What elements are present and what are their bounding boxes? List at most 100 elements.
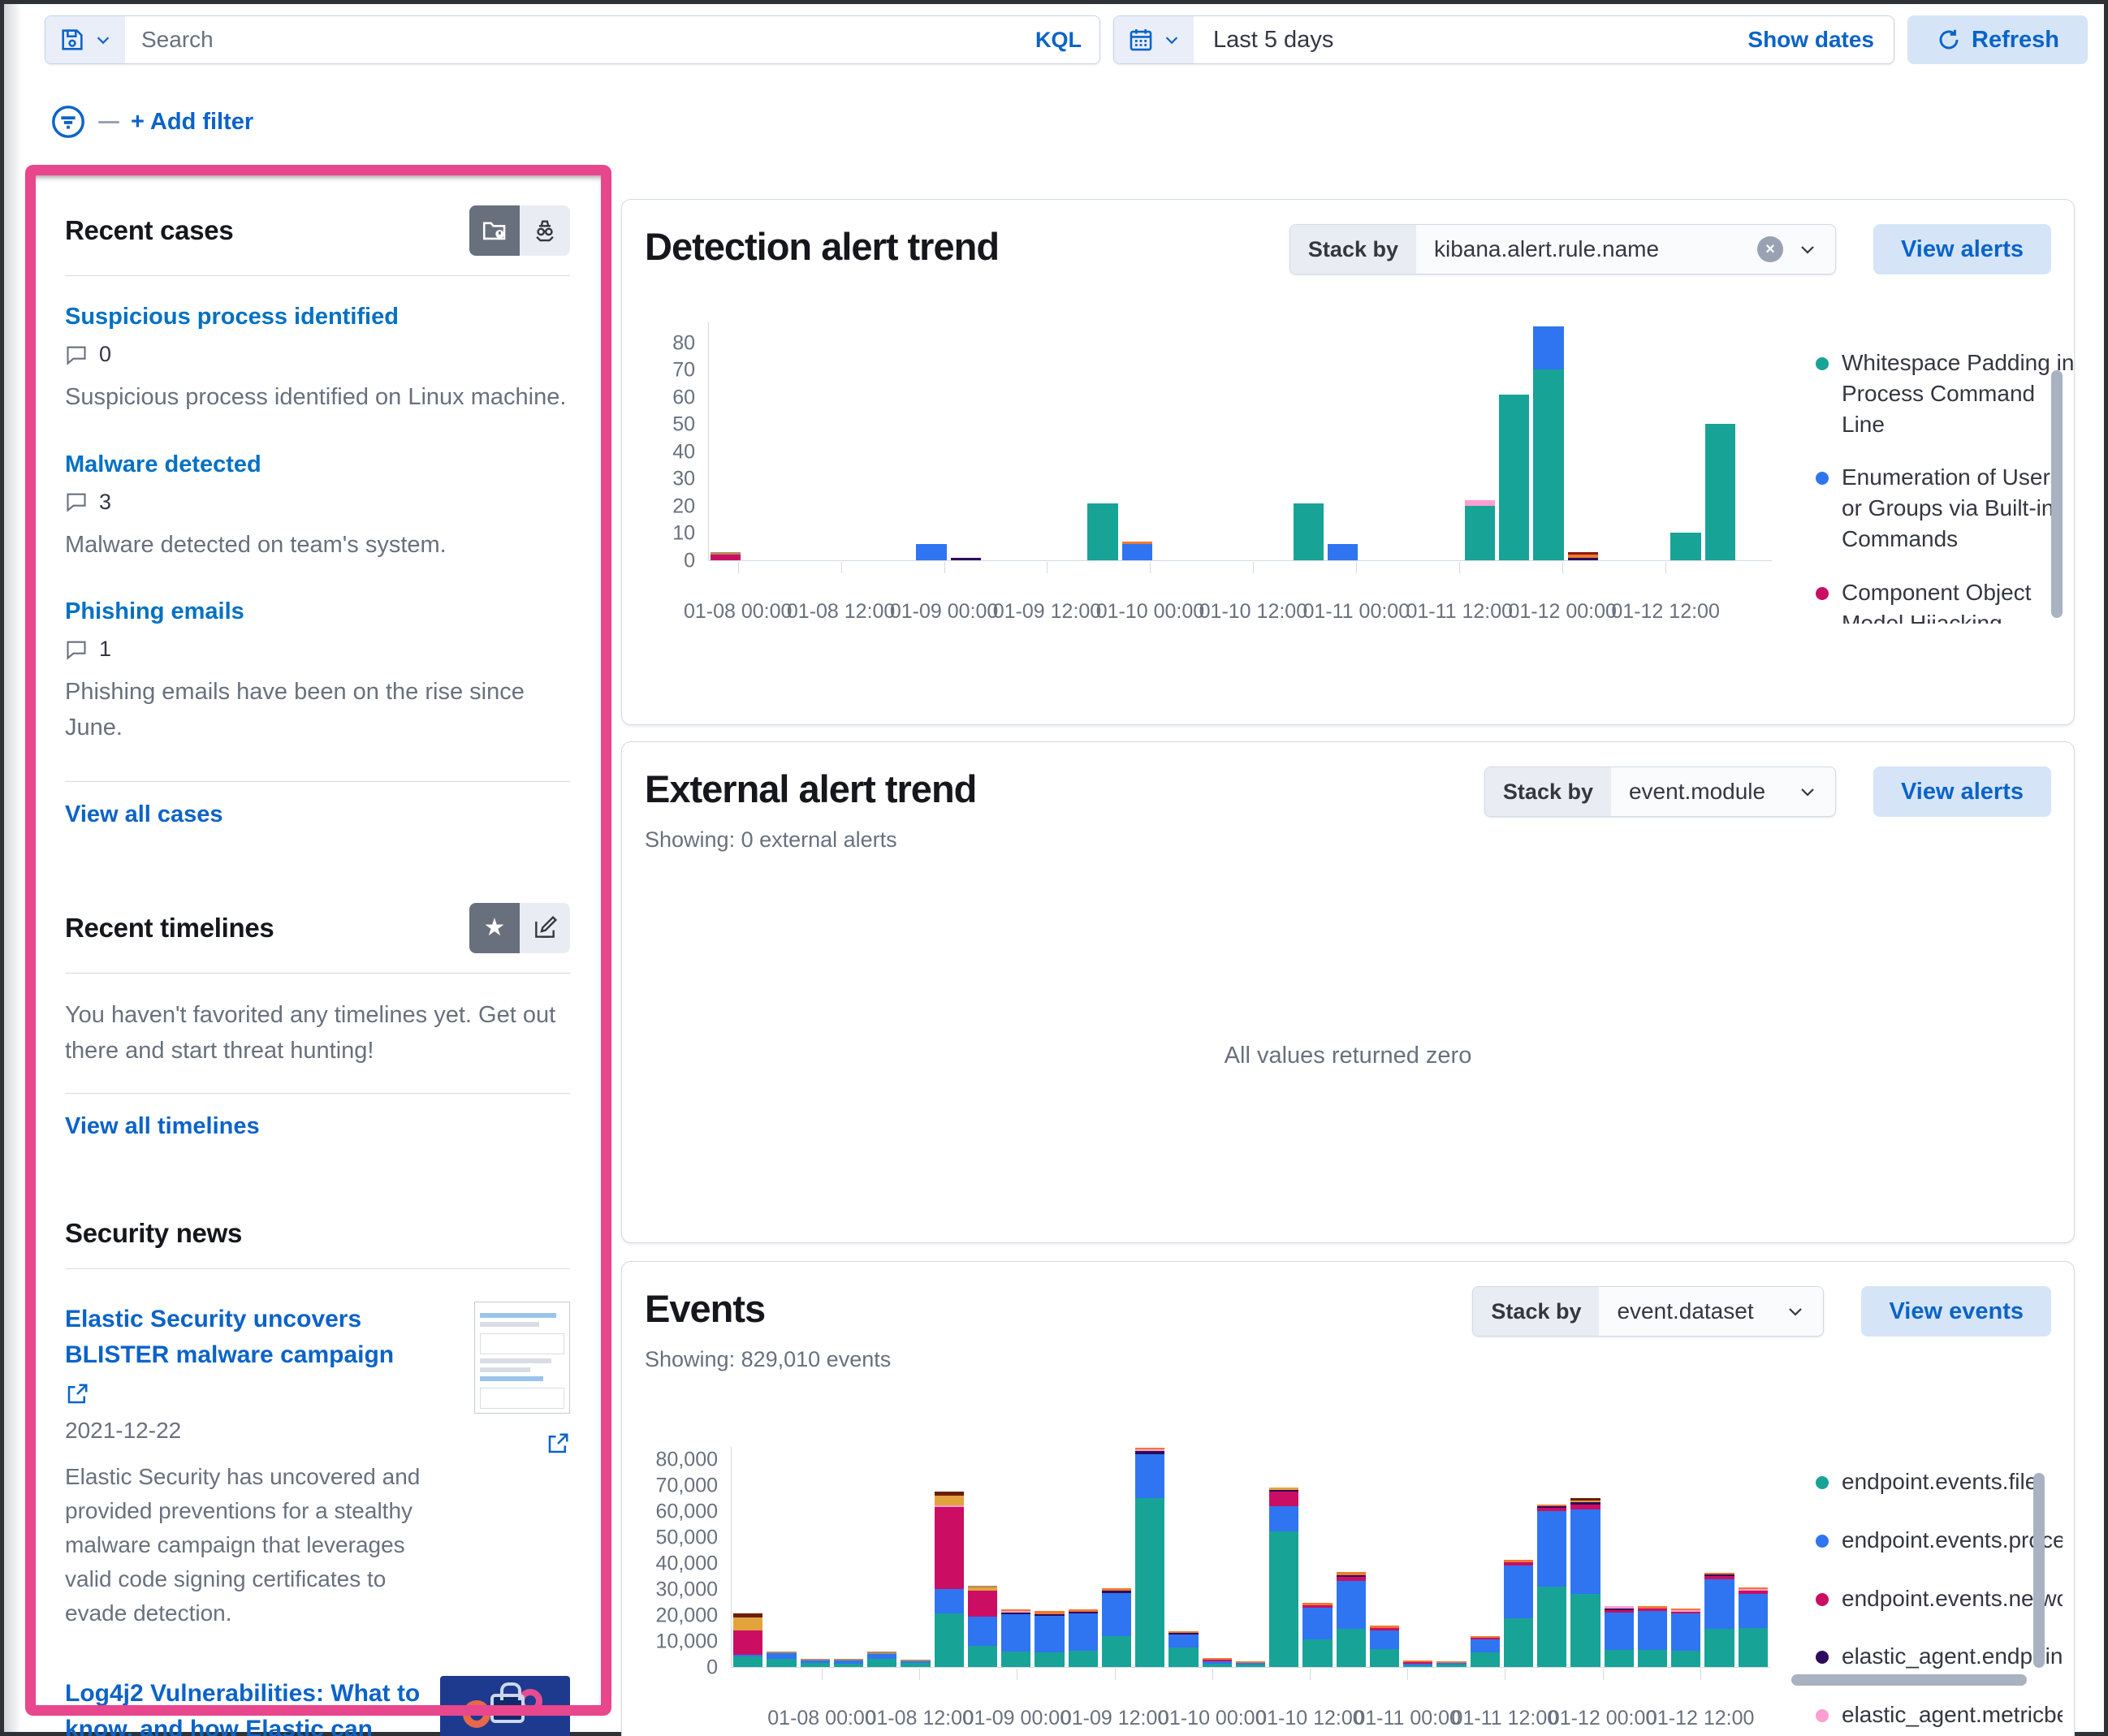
case-item: Phishing emails 1 Phishing emails have bee… <box>65 598 570 745</box>
x-axis-tick <box>1114 1669 1116 1680</box>
view-alerts-button[interactable]: View alerts <box>1873 767 2051 817</box>
saved-query-menu-button[interactable] <box>45 16 125 63</box>
chevron-down-icon <box>1786 1302 1805 1321</box>
y-axis-label: 40,000 <box>655 1552 718 1575</box>
bar-stack <box>833 1658 864 1667</box>
bar-stack <box>1503 1559 1534 1667</box>
legend-color-dot <box>1816 472 1829 486</box>
legend-color-dot <box>1816 1476 1829 1489</box>
chevron-down-icon <box>1798 240 1817 259</box>
legend-item[interactable]: elastic_agent.metricbe <box>1816 1699 2076 1730</box>
recent-timelines-title: Recent timelines <box>65 913 274 943</box>
case-title-link[interactable]: Malware detected <box>65 451 261 477</box>
bar-stack <box>1121 541 1152 560</box>
view-all-cases-link[interactable]: View all cases <box>65 801 223 827</box>
comment-count: 3 <box>99 489 112 514</box>
bar-stack <box>867 1652 897 1667</box>
recent-timelines-toggle-button[interactable] <box>520 903 570 953</box>
y-axis-label: 20 <box>672 494 695 518</box>
legend-item[interactable]: Whitespace Padding in Process Command Li… <box>1816 348 2084 439</box>
date-picker-menu-button[interactable] <box>1114 16 1194 63</box>
x-axis-tick <box>1602 1669 1604 1680</box>
legend-color-dot <box>1816 1709 1829 1723</box>
bar-stack <box>1202 1657 1232 1667</box>
bar-stack <box>1570 1498 1600 1667</box>
legend-item[interactable]: endpoint.events.proces <box>1816 1525 2076 1556</box>
legend-horizontal-scrollbar[interactable] <box>1791 1674 2027 1686</box>
view-alerts-button[interactable]: View alerts <box>1873 224 2051 274</box>
view-events-button[interactable]: View events <box>1861 1286 2051 1337</box>
search-bar: KQL <box>45 15 1100 64</box>
x-axis-label: 01-10 12:00 <box>1255 1707 1364 1730</box>
news-main: Log4j2 Vulnerabilities: What to know, an… <box>65 1676 421 1736</box>
comment-icon <box>65 343 88 366</box>
legend-item[interactable]: endpoint.events.netwo <box>1816 1583 2076 1614</box>
legend-item[interactable]: Enumeration of Users or Groups via Built… <box>1816 462 2084 554</box>
case-title-link[interactable]: Phishing emails <box>65 598 244 624</box>
refresh-button[interactable]: Refresh <box>1907 15 2088 64</box>
news-item: Log4j2 Vulnerabilities: What to know, an… <box>65 1676 570 1736</box>
bar-stack <box>1470 1635 1500 1667</box>
y-axis-label: 30,000 <box>655 1578 718 1601</box>
x-axis-tick <box>1562 562 1564 573</box>
filter-icon[interactable] <box>50 103 87 140</box>
show-dates-button[interactable]: Show dates <box>1747 27 1874 52</box>
x-axis-tick <box>1253 562 1255 573</box>
legend-label: Enumeration of Users or Groups via Built… <box>1842 464 2062 551</box>
star-icon: ★ <box>483 914 506 941</box>
x-axis-label: 01-09 12:00 <box>992 600 1102 623</box>
news-title-link[interactable]: Log4j2 Vulnerabilities: What to know, an… <box>65 1680 421 1736</box>
bar-stack <box>1035 1611 1065 1667</box>
favorite-timelines-toggle-button[interactable]: ★ <box>469 903 520 953</box>
threat-hunting-toggle-button[interactable] <box>520 205 570 256</box>
bar-stack <box>934 1492 964 1667</box>
external-panel-title: External alert trend <box>645 767 977 810</box>
stack-by-label: Stack by <box>1289 225 1416 274</box>
bar-stack <box>1087 503 1118 560</box>
legend-label: Whitespace Padding in Process Command Li… <box>1842 350 2075 437</box>
legend-scrollbar[interactable] <box>2033 1473 2045 1668</box>
external-showing-count: Showing: 0 external alerts <box>645 827 897 852</box>
legend-item[interactable]: Component Object Model Hijacking <box>1816 577 2084 624</box>
view-all-timelines-link[interactable]: View all timelines <box>65 1113 260 1139</box>
bar-stack <box>1604 1605 1634 1667</box>
legend-color-dot <box>1816 1534 1829 1548</box>
clear-stack-by-button[interactable]: × <box>1756 236 1783 262</box>
time-range-value[interactable]: Last 5 days <box>1213 26 1334 53</box>
x-axis-tick <box>822 1669 823 1680</box>
bar-stack <box>733 1613 763 1667</box>
legend-item[interactable]: elastic_agent.endpoint <box>1816 1641 2076 1672</box>
detection-stack-by-control: Stack by kibana.alert.rule.name × <box>1289 224 1836 274</box>
query-language-button[interactable]: KQL <box>1017 16 1099 63</box>
external-stack-by-value[interactable]: event.module <box>1611 767 1835 816</box>
stack-by-label: Stack by <box>1473 1287 1600 1336</box>
x-axis-label: 01-12 12:00 <box>1645 1707 1755 1730</box>
x-axis-tick <box>1150 562 1151 573</box>
comment-count: 0 <box>99 342 112 366</box>
save-query-icon <box>58 26 86 54</box>
bar-stack <box>1269 1488 1299 1667</box>
search-input[interactable] <box>125 16 1017 63</box>
x-axis-tick <box>1356 562 1358 573</box>
bar-stack <box>1567 551 1598 560</box>
recent-cases-toggle-button[interactable] <box>469 205 520 256</box>
legend-scrollbar[interactable] <box>2051 370 2063 618</box>
add-filter-button[interactable]: + Add filter <box>131 108 254 135</box>
bar-stack <box>711 551 741 560</box>
case-item: Malware detected 3 Malware detected on tea… <box>65 451 570 564</box>
detection-stack-by-value[interactable]: kibana.alert.rule.name × <box>1416 225 1835 274</box>
stack-by-label: Stack by <box>1484 767 1611 816</box>
bar-stack <box>1704 424 1735 560</box>
legend-item[interactable]: endpoint.events.file <box>1816 1466 2076 1497</box>
case-title-link[interactable]: Suspicious process identified <box>65 304 399 330</box>
x-axis-label: 01-12 12:00 <box>1611 600 1720 623</box>
external-empty-message: All values returned zero <box>1224 1043 1472 1069</box>
x-axis-tick <box>737 562 739 573</box>
news-title-link[interactable]: Elastic Security uncovers BLISTER malwar… <box>65 1306 395 1368</box>
security-news-list: Elastic Security uncovers BLISTER malwar… <box>65 1302 570 1736</box>
security-news-title: Security news <box>65 1218 243 1248</box>
y-axis-label: 60 <box>672 386 695 409</box>
events-stack-by-value[interactable]: event.dataset <box>1599 1287 1823 1336</box>
spy-icon <box>531 217 559 244</box>
